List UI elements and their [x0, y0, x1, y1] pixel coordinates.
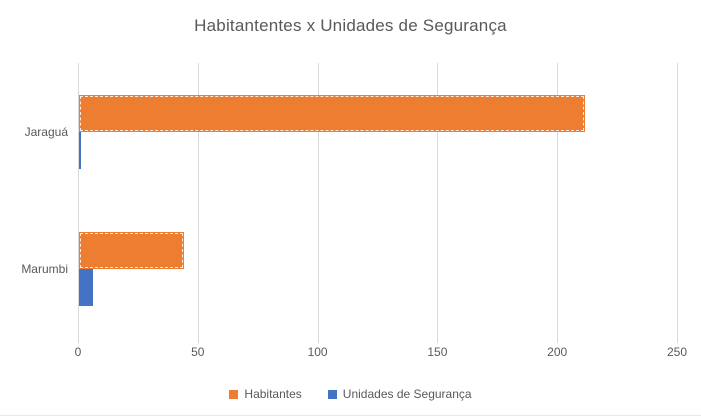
legend-label-habitantes: Habitantes	[244, 387, 302, 401]
bar-unidades-de-seguranca-jaragua[interactable]	[79, 131, 82, 169]
legend[interactable]: Habitantes Unidades de Segurança	[0, 387, 701, 401]
x-tick-label-150: 150	[427, 345, 448, 359]
gridline-50	[197, 63, 199, 338]
legend-item-habitantes[interactable]: Habitantes	[229, 387, 302, 401]
legend-item-unidades-de-seguranca[interactable]: Unidades de Segurança	[327, 387, 472, 401]
bar-habitantes-marumbi[interactable]	[79, 232, 185, 270]
gridline-0	[78, 63, 79, 338]
x-tick-label-100: 100	[307, 345, 328, 359]
x-tick-label-250: 250	[666, 345, 688, 359]
plot-area	[78, 63, 678, 338]
x-tick-mark-100	[317, 338, 319, 343]
x-tick-mark-150	[437, 338, 439, 343]
gridline-200	[557, 63, 559, 338]
category-label-jaragua: Jaraguá	[24, 124, 68, 139]
x-tick-mark-0	[78, 338, 79, 343]
gridline-100	[317, 63, 319, 338]
x-tick-label-50: 50	[191, 345, 205, 359]
x-tick-label-0: 0	[74, 345, 82, 359]
x-tick-mark-200	[557, 338, 559, 343]
chart-title[interactable]: Habitantentes x Unidades de Segurança	[194, 16, 507, 35]
bar-habitantes-jaragua[interactable]	[79, 94, 585, 132]
legend-label-unidades-de-seguranca: Unidades de Segurança	[342, 387, 472, 401]
x-tick-mark-250	[677, 338, 678, 343]
bar-unidades-de-seguranca-marumbi[interactable]	[79, 269, 94, 307]
gridline-250	[677, 63, 678, 338]
x-tick-mark-50	[197, 338, 199, 343]
gridline-150	[437, 63, 439, 338]
legend-swatch-unidades-de-seguranca	[327, 389, 337, 399]
x-tick-label-200: 200	[547, 345, 568, 359]
legend-swatch-habitantes	[229, 389, 239, 399]
category-label-marumbi: Marumbi	[21, 262, 68, 277]
